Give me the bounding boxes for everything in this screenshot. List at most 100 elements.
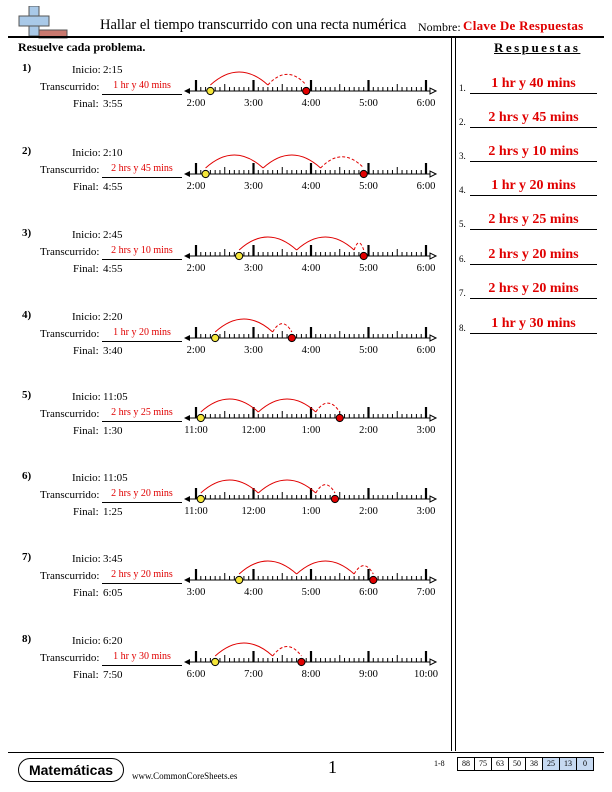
- start-time: 2:15: [103, 64, 123, 76]
- answers-heading: Respuestas: [494, 40, 581, 55]
- elapsed-answer: 2 hrs y 20 mins: [102, 488, 182, 503]
- start-point: [211, 333, 220, 343]
- answer-value: 2 hrs y 20 mins: [488, 247, 579, 262]
- elapsed-answer: 1 hr y 30 mins: [102, 651, 182, 666]
- problem: 2) Inicio: 2:10 Transcurrido: 2 hrs y 45 min…: [0, 145, 450, 205]
- score-cell: 63: [491, 757, 509, 771]
- partial-jump-arc: [272, 323, 293, 333]
- tick-label: 10:00: [414, 669, 438, 680]
- score-cell: 50: [508, 757, 526, 771]
- problem: 6) Inicio: 11:05 Transcurrido: 2 hrs y 20 mi…: [0, 470, 450, 530]
- tick-label: 7:00: [244, 669, 263, 680]
- answer-number: 2.: [459, 117, 466, 127]
- answer-line: [470, 93, 597, 94]
- start-label: Inicio:: [72, 635, 101, 647]
- time-number-line: 6:00 7:00 8:00 9:00 10:00: [184, 642, 438, 680]
- score-table: 88 75 63 50 38 25 13 0: [457, 757, 594, 771]
- start-time: 3:45: [103, 553, 123, 565]
- right-arrow-icon: [429, 495, 438, 503]
- time-number-line: 11:00 12:00 1:00 2:00 3:00: [184, 479, 438, 517]
- score-cell: 75: [474, 757, 492, 771]
- hour-jump-arc: [296, 560, 355, 575]
- score-cell: 0: [576, 757, 594, 771]
- start-label: Inicio:: [72, 147, 101, 159]
- answer-number: 6.: [459, 254, 466, 264]
- end-time: 3:55: [103, 98, 123, 110]
- answer-line: [470, 161, 597, 162]
- answer-value: 1 hr y 20 mins: [491, 178, 576, 193]
- start-time: 6:20: [103, 635, 123, 647]
- page-number: 1: [328, 757, 337, 777]
- answer-row: 2. 2 hrs y 45 mins: [459, 106, 597, 128]
- end-time: 4:55: [103, 263, 123, 275]
- tick-label: 4:00: [302, 181, 321, 192]
- hour-jump-arc: [214, 318, 273, 333]
- right-arrow-icon: [429, 87, 438, 95]
- page-title: Hallar el tiempo transcurrido con una re…: [100, 17, 407, 33]
- left-arrow-icon: [184, 88, 190, 94]
- end-point: [369, 575, 378, 585]
- answer-row: 7. 2 hrs y 20 mins: [459, 277, 597, 299]
- problem: 3) Inicio: 2:45 Transcurrido: 2 hrs y 10 min…: [0, 227, 450, 287]
- partial-jump-arc: [315, 402, 341, 413]
- start-label: Inicio:: [72, 229, 101, 241]
- tick-label: 4:00: [244, 587, 263, 598]
- problem-number: 4): [22, 309, 32, 321]
- start-label: Inicio:: [72, 553, 101, 565]
- tick-label: 2:00: [359, 506, 378, 517]
- start-label: Inicio:: [72, 311, 101, 323]
- tick-label: 7:00: [417, 587, 436, 598]
- end-point: [330, 494, 340, 504]
- left-arrow-icon: [184, 253, 190, 259]
- start-point: [196, 413, 205, 423]
- elapsed-answer: 2 hrs y 20 mins: [102, 569, 182, 584]
- left-arrow-icon: [184, 335, 190, 341]
- elapsed-label: Transcurrido:: [40, 164, 100, 176]
- end-time: 1:30: [103, 425, 123, 437]
- end-label: Final:: [73, 587, 99, 599]
- elapsed-label: Transcurrido:: [40, 570, 100, 582]
- problem-number: 5): [22, 389, 32, 401]
- elapsed-answer: 2 hrs y 45 mins: [102, 163, 182, 178]
- answer-row: 3. 2 hrs y 10 mins: [459, 140, 597, 162]
- start-point: [201, 169, 210, 179]
- start-point: [211, 657, 220, 667]
- plus-minus-logo-icon: [18, 6, 68, 39]
- website-link[interactable]: www.CommonCoreSheets.es: [132, 771, 238, 781]
- answer-row: 5. 2 hrs y 25 mins: [459, 208, 597, 230]
- end-point: [287, 333, 296, 343]
- tick-label: 4:00: [302, 345, 321, 356]
- end-label: Final:: [73, 345, 99, 357]
- tick-label: 6:00: [187, 669, 206, 680]
- elapsed-label: Transcurrido:: [40, 246, 100, 258]
- tick-label: 5:00: [302, 587, 321, 598]
- answer-line: [470, 229, 597, 230]
- answer-number: 5.: [459, 219, 466, 229]
- start-label: Inicio:: [72, 472, 101, 484]
- hour-jump-arc: [214, 642, 273, 657]
- hour-jump-arc: [238, 560, 297, 575]
- tick-label: 6:00: [417, 98, 436, 109]
- right-arrow-icon: [429, 658, 438, 666]
- elapsed-label: Transcurrido:: [40, 652, 100, 664]
- end-point: [302, 86, 311, 96]
- problem-number: 7): [22, 551, 32, 563]
- score-cell: 88: [457, 757, 475, 771]
- score-cell: 38: [525, 757, 543, 771]
- answer-row: 1. 1 hr y 40 mins: [459, 72, 597, 94]
- time-number-line: 2:00 3:00 4:00 5:00 6:00: [184, 318, 438, 356]
- tick-label: 1:00: [302, 425, 321, 436]
- end-time: 1:25: [103, 506, 123, 518]
- answer-value: 2 hrs y 45 mins: [488, 110, 579, 125]
- tick-label: 6:00: [417, 345, 436, 356]
- problem-range: 1-8: [434, 759, 445, 768]
- hour-jump-arc: [210, 71, 269, 86]
- end-point: [335, 413, 344, 423]
- partial-jump-arc: [353, 242, 365, 251]
- hour-jump-arc: [262, 154, 321, 169]
- partial-jump-arc: [353, 565, 374, 575]
- start-label: Inicio:: [72, 391, 101, 403]
- answer-value: 1 hr y 40 mins: [491, 76, 576, 91]
- column-divider: [455, 36, 456, 751]
- score-cell: 25: [542, 757, 560, 771]
